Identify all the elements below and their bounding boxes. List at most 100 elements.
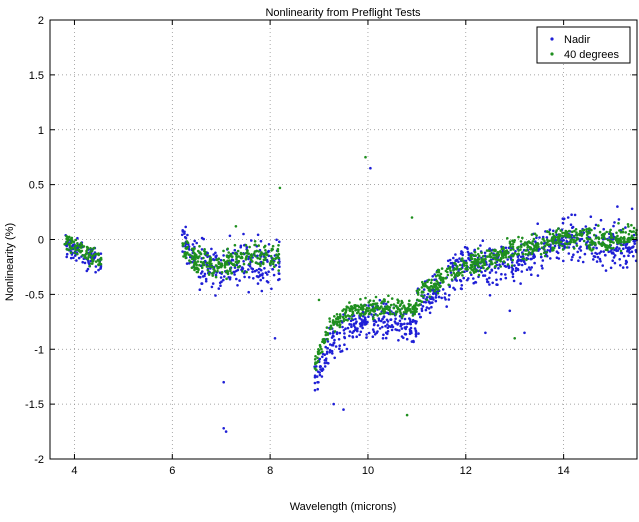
- data-point: [214, 264, 218, 267]
- data-point: [527, 251, 531, 254]
- data-point: [609, 266, 613, 270]
- data-point: [435, 270, 439, 274]
- data-point: [241, 266, 244, 269]
- data-point: [570, 230, 574, 234]
- data-point: [335, 332, 339, 336]
- data-point: [376, 314, 379, 317]
- data-point: [405, 311, 408, 314]
- data-point: [384, 324, 387, 328]
- data-point: [340, 349, 344, 353]
- data-point: [588, 241, 592, 244]
- data-point: [398, 319, 402, 323]
- data-point: [382, 315, 386, 318]
- data-point: [216, 267, 219, 270]
- data-point: [436, 288, 440, 291]
- data-point: [491, 281, 495, 285]
- data-point: [559, 240, 563, 244]
- data-point: [514, 250, 517, 253]
- data-point: [431, 287, 435, 290]
- data-point: [590, 252, 594, 255]
- data-point: [632, 239, 635, 243]
- data-point: [386, 311, 390, 315]
- data-point: [184, 251, 187, 254]
- data-point: [278, 186, 282, 190]
- data-point: [359, 303, 363, 307]
- data-point: [525, 258, 528, 262]
- data-point: [630, 223, 633, 227]
- data-point: [562, 259, 565, 263]
- data-point: [510, 261, 514, 264]
- data-point: [420, 309, 424, 313]
- data-point: [597, 237, 601, 241]
- data-point: [193, 247, 196, 250]
- data-point: [323, 340, 327, 344]
- data-point: [360, 324, 364, 327]
- data-point: [236, 284, 239, 287]
- data-point: [578, 256, 582, 259]
- data-point: [499, 256, 503, 260]
- data-point: [278, 265, 281, 269]
- data-point: [267, 243, 271, 246]
- data-point: [192, 251, 196, 255]
- data-point: [234, 252, 237, 255]
- data-point: [277, 278, 280, 282]
- data-point: [242, 262, 246, 266]
- data-point: [592, 242, 595, 245]
- data-point: [579, 249, 583, 252]
- data-point: [435, 293, 438, 297]
- data-point: [455, 279, 459, 282]
- data-point: [557, 257, 561, 260]
- data-point: [532, 237, 536, 241]
- y-tick-label: 1.5: [29, 70, 44, 82]
- data-point: [321, 368, 325, 371]
- data-point: [397, 308, 401, 311]
- data-point: [387, 325, 391, 328]
- data-point: [363, 304, 367, 307]
- data-point: [477, 260, 480, 264]
- data-point: [348, 334, 351, 338]
- data-point: [99, 264, 103, 268]
- data-point: [595, 252, 599, 256]
- data-point: [410, 216, 414, 219]
- data-point: [222, 427, 225, 430]
- data-point: [551, 242, 555, 245]
- data-point: [373, 333, 377, 336]
- data-point: [316, 387, 320, 391]
- data-point: [585, 228, 588, 231]
- data-point: [573, 213, 577, 217]
- data-point: [592, 258, 595, 261]
- data-point: [372, 299, 376, 303]
- data-point: [529, 246, 533, 249]
- data-point: [76, 242, 79, 245]
- data-point: [509, 245, 512, 248]
- data-point: [548, 249, 552, 252]
- data-point: [313, 388, 317, 392]
- data-point: [402, 336, 405, 340]
- data-point: [317, 370, 320, 374]
- data-point: [199, 252, 203, 256]
- data-point: [409, 326, 413, 330]
- data-point: [407, 302, 411, 306]
- data-point: [600, 243, 603, 247]
- data-point: [563, 242, 567, 245]
- data-point: [351, 312, 355, 315]
- data-point: [630, 250, 634, 253]
- data-point: [574, 239, 578, 242]
- data-point: [400, 315, 404, 319]
- data-point: [247, 290, 250, 294]
- data-point: [235, 257, 238, 261]
- data-point: [430, 278, 434, 282]
- data-point: [70, 236, 74, 240]
- data-point: [422, 284, 426, 288]
- data-point: [244, 258, 248, 261]
- data-point: [627, 246, 630, 250]
- data-point: [619, 264, 622, 267]
- data-point: [357, 308, 360, 312]
- data-point: [78, 245, 82, 248]
- data-point: [618, 247, 621, 250]
- data-point: [394, 317, 397, 321]
- data-point: [368, 299, 372, 302]
- data-point: [372, 330, 376, 334]
- data-point: [188, 253, 191, 257]
